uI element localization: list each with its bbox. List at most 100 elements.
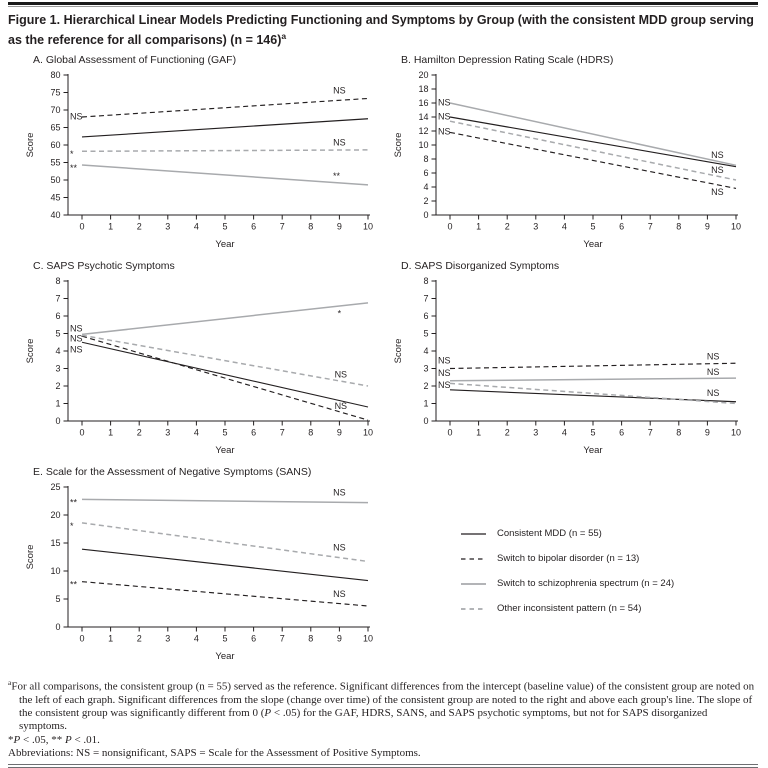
annotation: NS bbox=[70, 334, 83, 344]
y-tick-label: 0 bbox=[55, 622, 60, 632]
x-tick-label: 8 bbox=[676, 222, 681, 232]
bottom-rule-1 bbox=[8, 764, 758, 766]
annotation: NS bbox=[707, 388, 720, 398]
y-tick-label: 6 bbox=[55, 311, 60, 321]
x-tick-label: 6 bbox=[251, 222, 256, 232]
x-tick-label: 5 bbox=[590, 428, 595, 438]
y-tick-label: 12 bbox=[418, 126, 428, 136]
series-line-switch-to-bipolar-disorder bbox=[81, 335, 369, 421]
annotation: ** bbox=[70, 498, 78, 508]
x-axis-title: Year bbox=[215, 651, 234, 662]
panel-b-hdrs: B. Hamilton Depression Rating Scale (HDR… bbox=[376, 54, 744, 253]
series-line-switch-to-schizophrenia-spectrum bbox=[449, 377, 737, 382]
y-tick-label: 4 bbox=[423, 182, 428, 192]
x-axis-title: Year bbox=[215, 239, 234, 250]
series-line-other-inconsistent-pattern bbox=[449, 120, 737, 181]
y-tick-label: 4 bbox=[423, 346, 428, 356]
legend-line-swatch-switch-bipolar bbox=[461, 557, 486, 560]
y-tick-label: 0 bbox=[423, 416, 428, 426]
x-tick-label: 1 bbox=[476, 428, 481, 438]
x-axis-title: Year bbox=[583, 239, 602, 250]
top-rule-thick bbox=[8, 2, 758, 5]
x-tick-label: 10 bbox=[363, 634, 373, 644]
annotation: NS bbox=[711, 187, 724, 197]
legend-line-swatch-consistent-mdd bbox=[461, 532, 486, 535]
annotation: NS bbox=[707, 367, 720, 377]
y-tick-label: 2 bbox=[423, 381, 428, 391]
annotation: * bbox=[70, 149, 74, 159]
series-line-consistent-mdd bbox=[81, 118, 369, 138]
x-tick-label: 3 bbox=[165, 428, 170, 438]
x-tick-label: 7 bbox=[280, 222, 285, 232]
y-tick-label: 0 bbox=[423, 210, 428, 220]
series-line-switch-to-schizophrenia-spectrum bbox=[81, 498, 369, 504]
x-tick-label: 6 bbox=[251, 428, 256, 438]
x-tick-label: 8 bbox=[308, 634, 313, 644]
series-line-switch-to-schizophrenia-spectrum bbox=[81, 302, 369, 336]
y-tick-label: 45 bbox=[50, 193, 60, 203]
x-tick-label: 9 bbox=[705, 222, 710, 232]
x-tick-label: 3 bbox=[165, 222, 170, 232]
x-tick-label: 1 bbox=[108, 222, 113, 232]
y-tick-label: 10 bbox=[50, 566, 60, 576]
x-tick-label: 0 bbox=[79, 428, 84, 438]
figure-1: Figure 1. Hierarchical Linear Models Pre… bbox=[8, 2, 758, 768]
x-tick-label: 3 bbox=[533, 222, 538, 232]
annotation: * bbox=[338, 308, 342, 318]
series-line-other-inconsistent-pattern bbox=[81, 149, 369, 153]
x-tick-label: 7 bbox=[280, 428, 285, 438]
y-tick-label: 75 bbox=[50, 88, 60, 98]
annotation: * bbox=[70, 521, 74, 531]
y-tick-label: 18 bbox=[418, 84, 428, 94]
panel-a-title: A. Global Assessment of Functioning (GAF… bbox=[33, 54, 237, 67]
annotation: NS bbox=[333, 86, 346, 96]
y-tick-label: 65 bbox=[50, 123, 60, 133]
x-tick-label: 9 bbox=[337, 634, 342, 644]
annotation: ** bbox=[70, 580, 78, 590]
annotation: ** bbox=[70, 163, 78, 173]
annotation: NS bbox=[711, 165, 724, 175]
panel-b-title: B. Hamilton Depression Rating Scale (HDR… bbox=[401, 54, 614, 67]
legend: Consistent MDD (n = 55) Switch to bipola… bbox=[460, 528, 744, 672]
x-tick-label: 5 bbox=[222, 634, 227, 644]
x-tick-label: 2 bbox=[505, 222, 510, 232]
legend-line-swatch-switch-schizophrenia bbox=[461, 582, 486, 585]
y-axis-title: Score bbox=[25, 339, 36, 364]
annotation: NS bbox=[438, 368, 451, 378]
x-tick-label: 6 bbox=[619, 222, 624, 232]
y-tick-label: 55 bbox=[50, 158, 60, 168]
y-axis-title: Score bbox=[25, 133, 36, 158]
x-tick-label: 0 bbox=[447, 428, 452, 438]
x-tick-label: 10 bbox=[363, 222, 373, 232]
series-line-switch-to-bipolar-disorder bbox=[81, 98, 369, 118]
series-line-consistent-mdd bbox=[449, 389, 737, 403]
y-tick-label: 1 bbox=[423, 399, 428, 409]
x-tick-label: 4 bbox=[194, 428, 199, 438]
footnote-significance: *P < .05, ** P < .01. bbox=[8, 733, 100, 746]
legend-label: Other inconsistent pattern (n = 54) bbox=[497, 603, 642, 615]
series-line-other-inconsistent-pattern bbox=[449, 382, 737, 405]
x-tick-label: 8 bbox=[676, 428, 681, 438]
x-tick-label: 3 bbox=[533, 428, 538, 438]
annotation: NS bbox=[333, 138, 346, 148]
x-tick-label: 4 bbox=[194, 634, 199, 644]
x-tick-label: 2 bbox=[137, 222, 142, 232]
x-tick-label: 5 bbox=[222, 222, 227, 232]
series-line-switch-to-bipolar-disorder bbox=[449, 131, 737, 190]
panel-c-title: C. SAPS Psychotic Symptoms bbox=[33, 260, 175, 273]
figure-title: Figure 1. Hierarchical Linear Models Pre… bbox=[8, 13, 754, 47]
y-axis-title: Score bbox=[393, 339, 404, 364]
series-line-switch-to-bipolar-disorder bbox=[81, 581, 369, 607]
x-tick-label: 6 bbox=[619, 428, 624, 438]
legend-label: Consistent MDD (n = 55) bbox=[497, 528, 602, 540]
top-rule-thin bbox=[8, 6, 758, 7]
x-tick-label: 4 bbox=[562, 222, 567, 232]
y-tick-label: 8 bbox=[55, 276, 60, 286]
y-tick-label: 20 bbox=[50, 510, 60, 520]
legend-item-other-inconsistent: Other inconsistent pattern (n = 54) bbox=[460, 603, 744, 614]
y-tick-label: 2 bbox=[55, 381, 60, 391]
y-tick-label: 7 bbox=[55, 294, 60, 304]
